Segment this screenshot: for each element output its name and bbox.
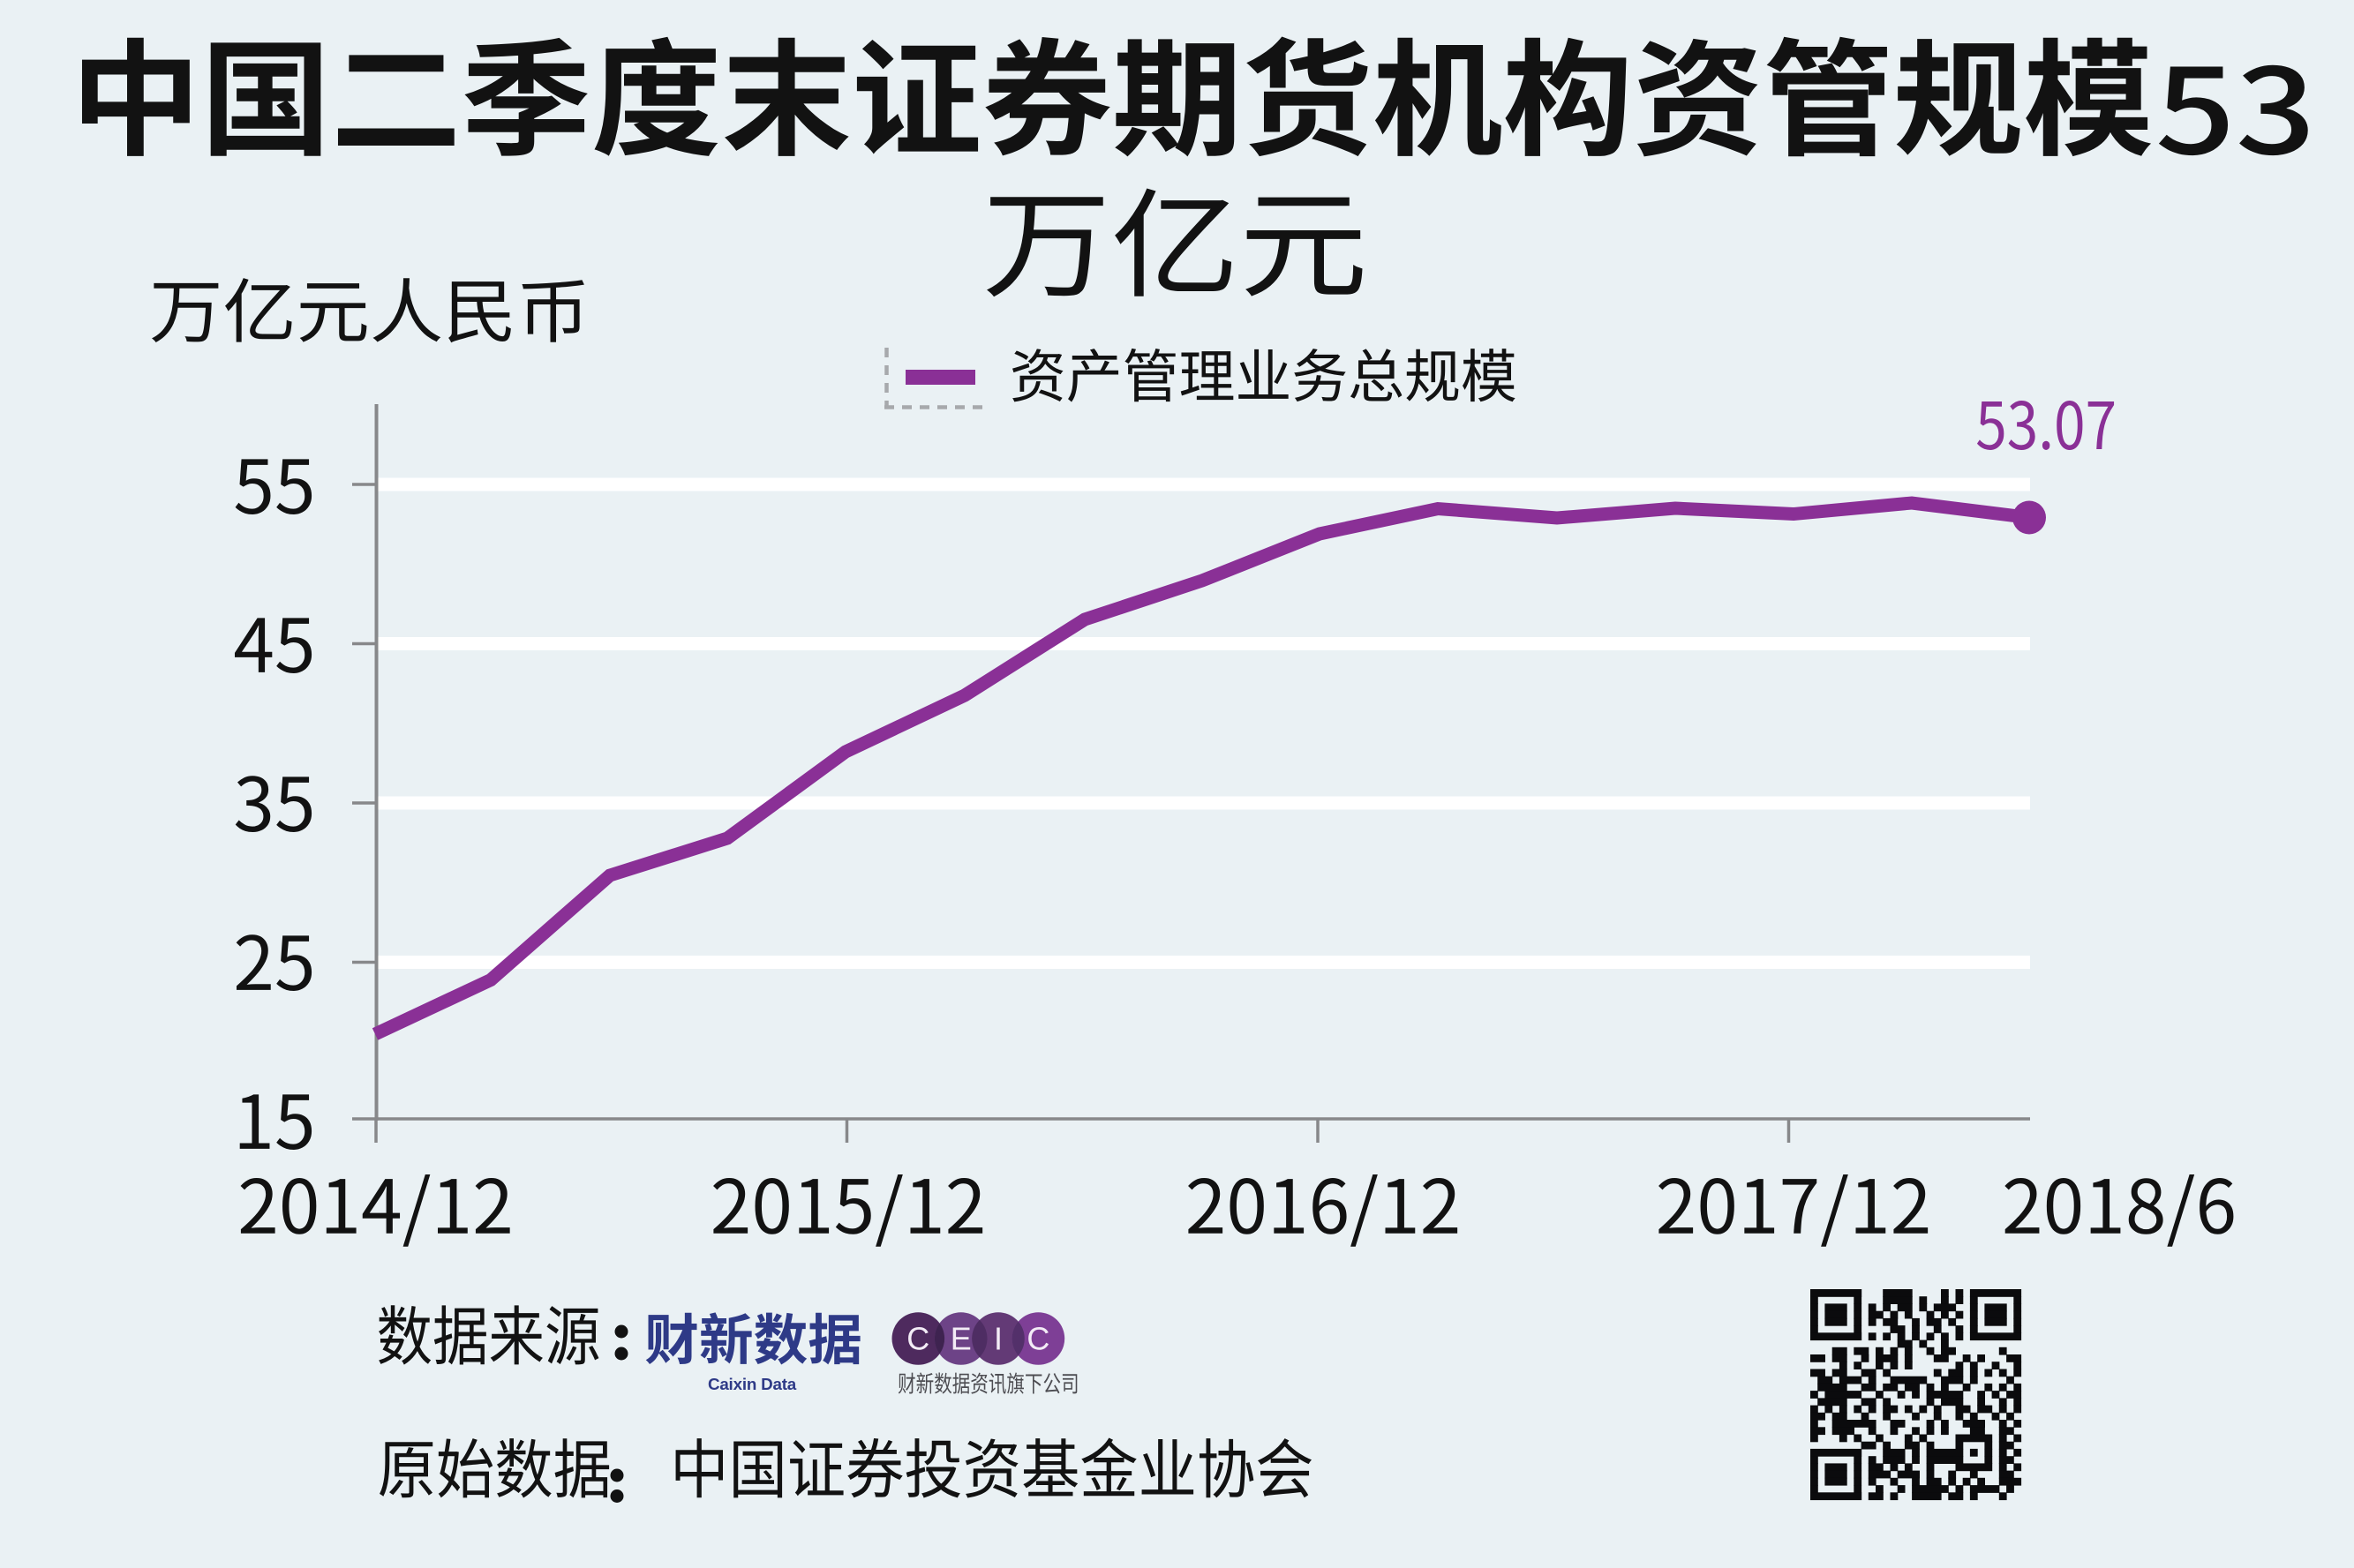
svg-text:Caixin Data: Caixin Data — [708, 1375, 797, 1393]
svg-text:E: E — [951, 1321, 972, 1357]
svg-text:I: I — [994, 1321, 1003, 1357]
svg-text:C: C — [1027, 1321, 1049, 1357]
svg-text:C: C — [906, 1321, 929, 1357]
